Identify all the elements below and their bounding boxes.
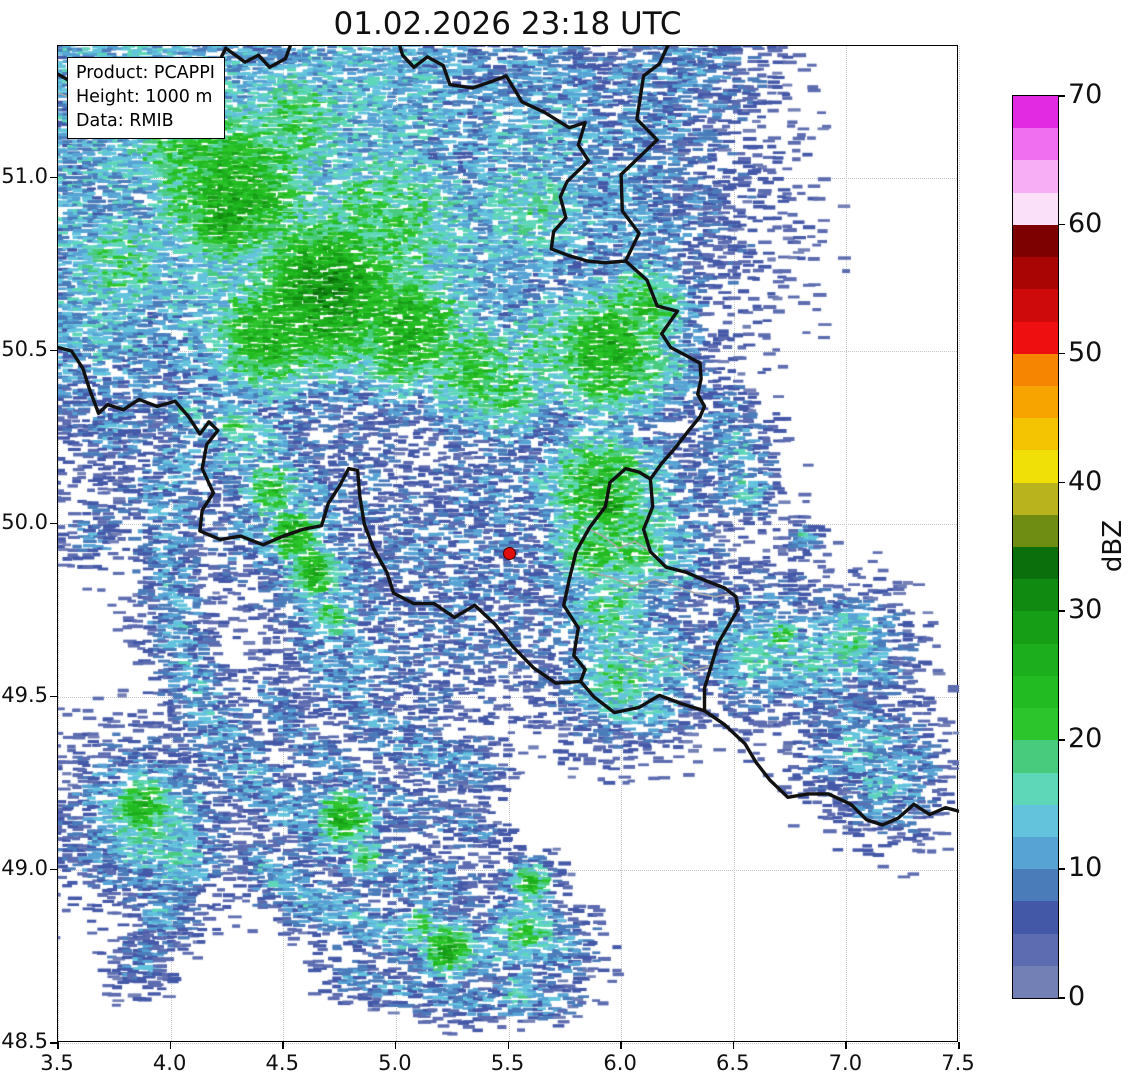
y-tick-label: 50.5	[1, 336, 48, 361]
colorbar-tick-mark	[1058, 868, 1065, 870]
colorbar-tick-mark	[1058, 481, 1065, 484]
colorbar-tick-label: 30	[1068, 594, 1103, 626]
x-tick-mark	[169, 1042, 172, 1049]
x-tick-label: 7.5	[941, 1051, 975, 1075]
x-tick-mark	[57, 1042, 59, 1049]
y-tick-label: 51.0	[1, 163, 48, 188]
colorbar-segment	[1013, 740, 1058, 773]
y-tick-mark	[50, 349, 57, 352]
colorbar-segment	[1013, 708, 1058, 740]
country-border-line	[619, 46, 670, 263]
x-tick-label: 3.5	[40, 1051, 74, 1075]
colorbar-segment	[1013, 96, 1058, 128]
colorbar-segment	[1013, 579, 1058, 611]
country-border-line	[58, 345, 583, 685]
colorbar-tick-mark	[1058, 223, 1065, 226]
country-borders	[58, 46, 959, 827]
x-tick-mark	[282, 1042, 284, 1049]
country-border-line	[641, 477, 740, 713]
y-tick-label: 49.5	[1, 682, 48, 707]
colorbar-segment	[1013, 644, 1058, 676]
radar-site-marker	[503, 546, 517, 560]
colorbar-tick-label: 20	[1068, 723, 1103, 755]
y-tick-mark	[50, 522, 57, 525]
colorbar-segment	[1013, 193, 1058, 225]
colorbar-segment	[1013, 289, 1058, 322]
colorbar-tick-label: 60	[1068, 207, 1103, 239]
colorbar-segment	[1013, 934, 1058, 966]
colorbar-label: dBZ	[1098, 519, 1128, 573]
colorbar-tick-mark	[1058, 739, 1065, 741]
colorbar-tick-label: 50	[1068, 336, 1103, 368]
colorbar-segment	[1013, 611, 1058, 644]
map-plot-area: Product: PCAPPI Height: 1000 m Data: RMI…	[57, 45, 960, 1044]
colorbar-tick-mark	[1058, 997, 1065, 999]
product-info-box: Product: PCAPPI Height: 1000 m Data: RMI…	[67, 57, 225, 140]
internal-border-line	[584, 526, 652, 553]
x-tick-mark	[620, 1042, 622, 1049]
grid-line-vertical	[959, 46, 960, 1041]
x-tick-mark	[958, 1042, 960, 1049]
colorbar-segment	[1013, 805, 1058, 837]
colorbar-segment	[1013, 966, 1058, 998]
x-tick-label: 5.0	[378, 1051, 412, 1075]
colorbar-tick-label: 0	[1068, 981, 1086, 1012]
y-tick-mark	[50, 176, 57, 179]
internal-border-line	[590, 571, 735, 598]
internal-border-line	[624, 651, 713, 672]
x-tick-label: 7.0	[828, 1051, 863, 1075]
colorbar-segment	[1013, 322, 1058, 354]
colorbar-tick-label: 70	[1068, 79, 1103, 110]
colorbar-tick-label: 10	[1068, 852, 1103, 884]
y-tick-mark	[50, 695, 57, 698]
y-tick-mark	[50, 868, 57, 871]
data-source-line: Data: RMIB	[76, 110, 174, 131]
x-tick-label: 5.5	[490, 1051, 525, 1075]
colorbar-segment	[1013, 257, 1058, 289]
x-tick-mark	[394, 1042, 397, 1049]
colorbar-tick-label: 40	[1068, 465, 1103, 497]
colorbar-segment	[1013, 418, 1058, 450]
y-tick-label: 49.0	[1, 855, 48, 880]
colorbar-segment	[1013, 901, 1058, 934]
colorbar-segment	[1013, 160, 1058, 193]
colorbar-segment	[1013, 676, 1058, 708]
colorbar-segment	[1013, 869, 1058, 901]
colorbar-tick-mark	[1058, 610, 1065, 612]
x-tick-mark	[732, 1042, 735, 1049]
x-tick-label: 6.0	[603, 1051, 637, 1075]
colorbar-segment	[1013, 354, 1058, 386]
y-tick-label: 50.0	[1, 509, 48, 534]
figure-title: 01.02.2026 23:18 UTC	[333, 6, 682, 42]
x-tick-label: 6.5	[716, 1051, 750, 1075]
y-tick-label: 48.5	[1, 1029, 48, 1053]
country-border-line	[578, 679, 707, 715]
colorbar-segment	[1013, 837, 1058, 869]
x-tick-label: 4.5	[265, 1051, 299, 1075]
colorbar-segment	[1013, 483, 1058, 515]
height-line: Height: 1000 m	[76, 86, 213, 107]
colorbar-tick-mark	[1058, 95, 1065, 97]
x-tick-label: 4.0	[152, 1051, 187, 1075]
country-border-line	[562, 466, 653, 684]
country-border-line	[623, 259, 707, 481]
country-border-line	[702, 709, 959, 827]
colorbar-segment	[1013, 547, 1058, 579]
colorbar	[1012, 95, 1059, 999]
x-tick-mark	[845, 1042, 847, 1049]
colorbar-segment	[1013, 515, 1058, 547]
colorbar-segment	[1013, 386, 1058, 418]
radar-echo-canvas	[58, 46, 959, 1043]
colorbar-tick-mark	[1058, 352, 1065, 355]
product-line: Product: PCAPPI	[76, 63, 215, 83]
colorbar-segment	[1013, 225, 1058, 257]
colorbar-segment	[1013, 773, 1058, 805]
y-tick-mark	[50, 1042, 57, 1044]
colorbar-segment	[1013, 450, 1058, 483]
x-tick-mark	[507, 1042, 509, 1049]
colorbar-segment	[1013, 128, 1058, 160]
